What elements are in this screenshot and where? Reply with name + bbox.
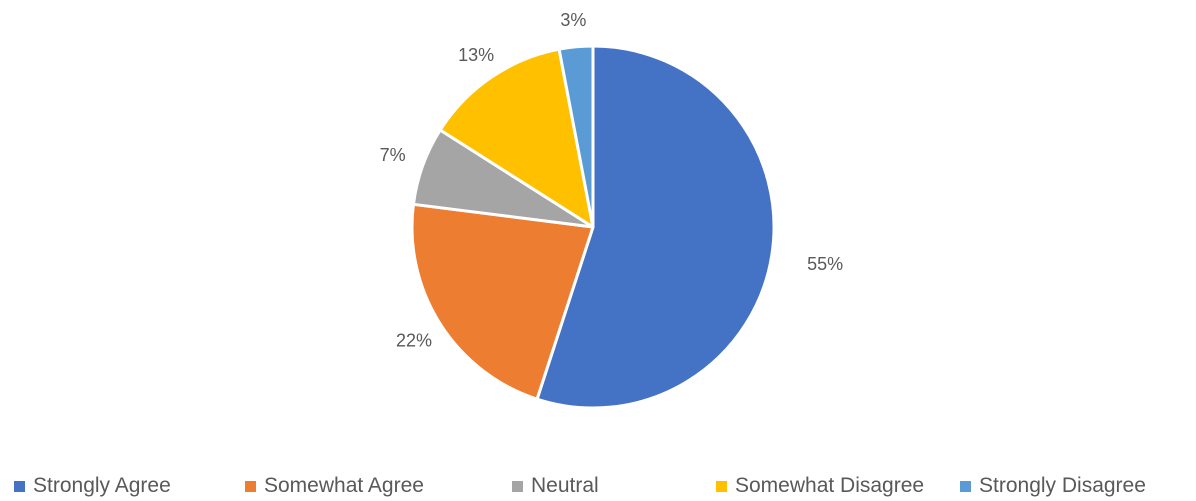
pie-slice-strongly-disagree — [557, 44, 595, 229]
legend-swatch — [716, 480, 727, 492]
legend-item-strongly-agree: Strongly Agree — [14, 473, 171, 499]
legend-swatch — [512, 480, 523, 492]
legend-item-strongly-disagree: Strongly Disagree — [960, 473, 1146, 499]
data-label-somewhat-disagree: 13% — [458, 45, 494, 65]
legend-item-somewhat-disagree: Somewhat Disagree — [716, 473, 924, 499]
legend-item-somewhat-agree: Somewhat Agree — [245, 473, 424, 499]
pie-data-labels: 55% 22% 7% 13% 3% — [380, 10, 844, 351]
pie-slice-somewhat-agree — [410, 202, 595, 401]
legend-label: Somewhat Disagree — [735, 474, 925, 497]
pie-slice-strongly-agree — [535, 44, 776, 410]
data-label-strongly-agree: 55% — [807, 254, 843, 274]
legend-label: Strongly Disagree — [979, 474, 1146, 497]
data-label-strongly-disagree: 3% — [560, 10, 586, 30]
legend-item-neutral: Neutral — [512, 473, 599, 499]
legend-swatch — [14, 480, 25, 492]
legend-label: Somewhat Agree — [264, 474, 424, 497]
data-label-somewhat-agree: 22% — [396, 331, 432, 351]
data-label-neutral: 7% — [380, 145, 406, 165]
legend-swatch — [245, 480, 256, 492]
legend-label: Strongly Agree — [33, 474, 171, 497]
pie-slice-somewhat-disagree — [438, 47, 595, 229]
legend-label: Neutral — [531, 474, 599, 497]
chart-legend: Strongly Agree Somewhat Agree Neutral Somew… — [0, 473, 1196, 499]
legend-swatch — [960, 480, 971, 492]
pie-slices — [410, 44, 776, 410]
